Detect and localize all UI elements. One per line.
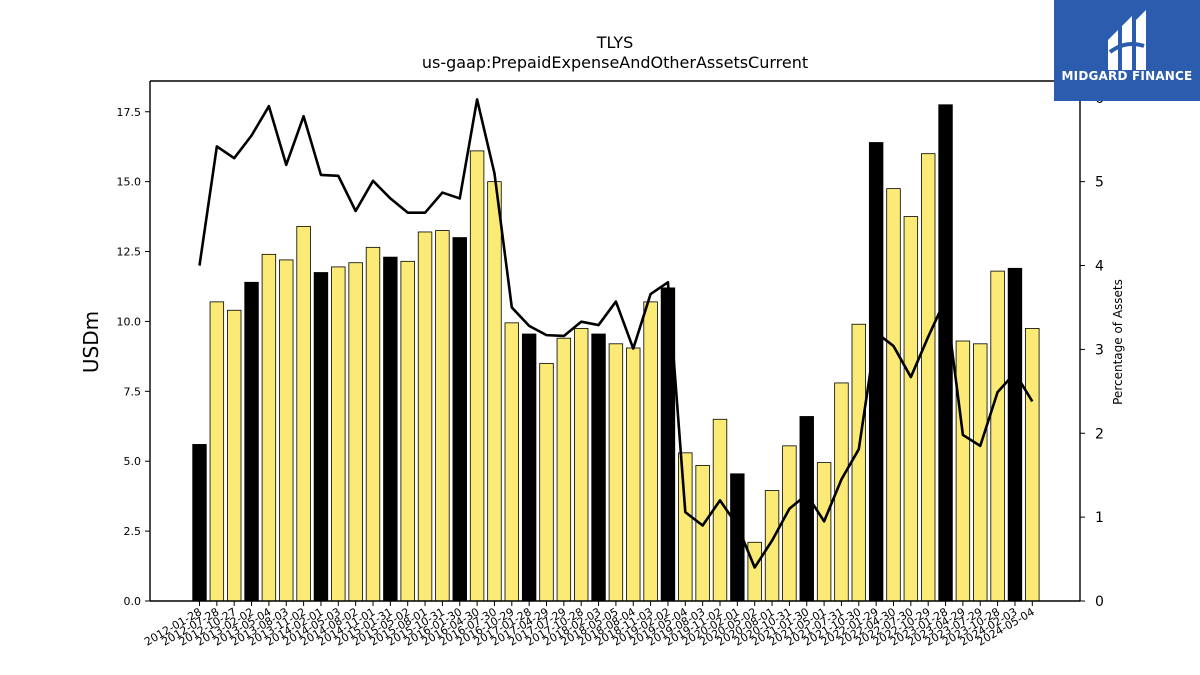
bar-2024-05-04 [1025,328,1040,602]
bar-2019-08-03 [695,465,710,602]
bar-2017-04-29 [539,362,554,602]
y2-tick-label: 5 [1095,175,1104,191]
bar-2023-04-29 [955,340,971,602]
bar-2015-01-31 [383,256,398,602]
midgard-finance-logo: MIDGARD FINANCE [1054,0,1200,101]
bar-2024-02-03 [1007,267,1023,602]
bar-2015-10-31 [435,230,450,602]
y-tick-label: 2.5 [124,525,142,538]
line-layer [198,98,1034,569]
bar-2016-01-30 [452,237,467,602]
ticks-layer: 0.02.55.07.510.012.515.017.501234562012-… [117,91,1105,649]
bar-2016-10-29 [504,322,520,602]
y2-tick-label: 3 [1095,342,1104,358]
bar-2018-05-05 [608,343,624,602]
bar-2014-08-02 [348,262,363,602]
bar-2014-05-03 [331,266,346,602]
y-tick-label: 12.5 [117,246,142,259]
y2-axis-label: Percentage of Assets [1111,279,1125,405]
y-tick-label: 7.5 [124,385,142,398]
bar-2013-05-04 [261,253,277,602]
chart-title: TLYS [596,33,634,52]
bar-2022-04-30 [886,188,901,602]
bar-2013-11-02 [296,225,311,602]
bar-2013-08-03 [279,259,294,602]
y-tick-label: 5.0 [124,455,142,468]
bar-2019-05-04 [678,452,693,602]
y2-tick-label: 1 [1095,510,1104,526]
y-tick-label: 15.0 [117,176,142,189]
bar-2023-10-28 [990,270,1005,602]
bars-layer [192,104,1040,602]
bar-2023-01-28 [938,104,953,602]
bar-2021-05-01 [816,462,832,602]
axes-layer [149,80,1081,602]
bar-2021-01-30 [799,416,814,602]
bar-2017-01-28 [521,333,537,602]
bar-2015-08-01 [417,231,433,602]
bar-2020-10-31 [782,445,797,602]
chart-subtitle: us-gaap:PrepaidExpenseAndOtherAssetsCurr… [422,53,808,72]
bar-2014-11-01 [365,246,381,602]
bar-2014-02-01 [313,272,329,602]
bar-2018-08-04 [626,347,641,602]
y-tick-label: 10.0 [117,315,142,328]
pct-of-assets-line [198,98,1034,569]
logo-mark-icon [1108,10,1146,70]
y-tick-label: 17.5 [117,106,142,119]
y-axis-label: USDm [79,311,103,373]
bar-2016-04-30 [469,150,485,602]
bar-2012-07-28 [209,301,225,602]
bar-2015-05-02 [400,260,415,602]
y-tick-label: 0.0 [124,595,142,608]
bar-2020-05-02 [747,541,762,602]
bar-2013-02-02 [244,281,259,602]
bar-2016-07-30 [487,181,502,602]
bar-2017-07-29 [556,337,572,602]
bar-2021-10-30 [851,323,867,602]
y2-tick-label: 2 [1095,426,1104,442]
bar-2023-07-29 [973,343,988,602]
bar-2022-10-29 [921,153,936,602]
bar-2018-02-03 [591,333,606,602]
bar-2019-11-02 [712,418,728,602]
bar-2022-07-30 [903,216,919,602]
bar-2012-01-28 [192,444,207,602]
bar-2018-11-03 [643,301,658,602]
bar-2017-10-28 [574,328,589,602]
bar-2012-10-27 [226,309,242,602]
logo-text: MIDGARD FINANCE [1061,69,1193,83]
y2-tick-label: 4 [1095,259,1104,275]
y2-tick-label: 0 [1095,594,1104,610]
